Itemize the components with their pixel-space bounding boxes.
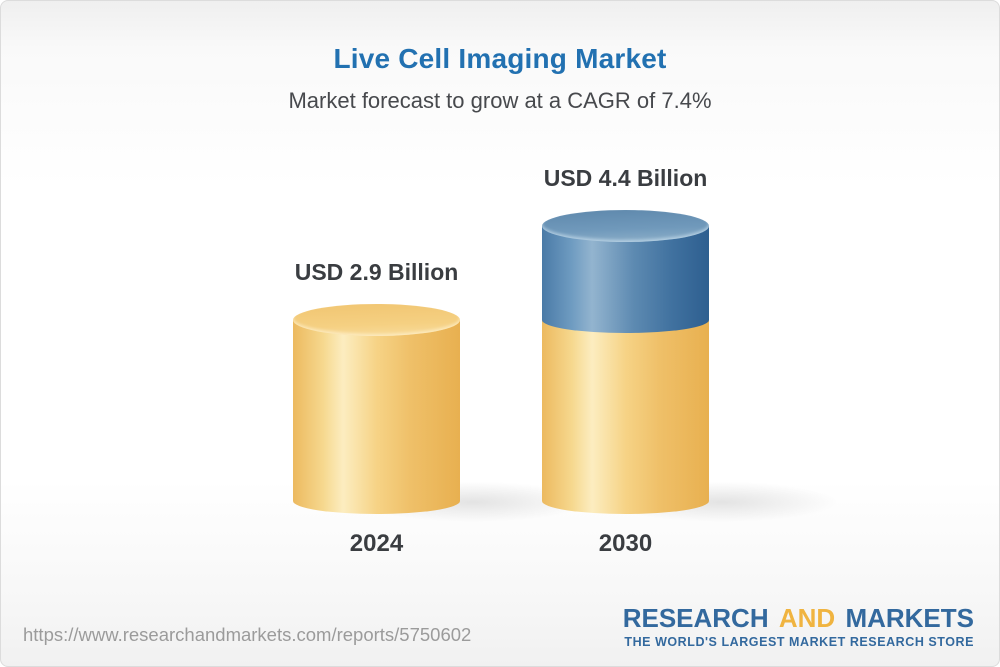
- page-subtitle: Market forecast to grow at a CAGR of 7.4…: [288, 88, 712, 113]
- cylinder-segment-yellow: [293, 319, 460, 514]
- page-title: Live Cell Imaging Market: [333, 43, 667, 74]
- report-url: https://www.researchandmarkets.com/repor…: [23, 624, 472, 645]
- logo-wordmark: RESEARCH AND MARKETS: [623, 604, 974, 633]
- logo-word-and: AND: [778, 603, 836, 633]
- research-and-markets-logo: RESEARCH AND MARKETS THE WORLD'S LARGEST…: [623, 604, 974, 649]
- logo-word-markets: MARKETS: [845, 603, 974, 633]
- cylinder-segment-yellow: [542, 319, 709, 514]
- logo-word-research: RESEARCH: [622, 603, 769, 633]
- value-label-2030: USD 4.4 Billion: [543, 165, 708, 191]
- value-label-2024: USD 2.9 Billion: [294, 258, 459, 285]
- cylinder-bar-2030: [542, 1, 709, 666]
- cylinder-segment-blue: [542, 226, 709, 333]
- logo-tagline: THE WORLD'S LARGEST MARKET RESEARCH STOR…: [624, 634, 974, 649]
- axis-label-2024: 2024: [349, 530, 404, 557]
- cylinder-top-face: [293, 303, 460, 336]
- cylinder-top-face: [542, 210, 709, 242]
- axis-label-2030: 2030: [598, 530, 653, 557]
- cylinder-bar-2024: [293, 1, 460, 666]
